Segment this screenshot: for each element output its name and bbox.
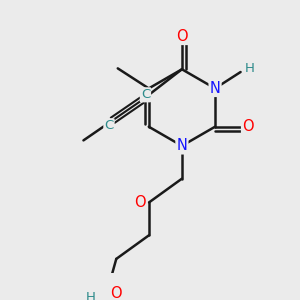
Text: H: H: [245, 62, 255, 75]
Text: C: C: [141, 88, 150, 101]
Text: C: C: [104, 119, 114, 132]
Text: O: O: [176, 29, 188, 44]
Text: N: N: [176, 138, 187, 153]
Text: O: O: [242, 119, 254, 134]
Text: O: O: [134, 195, 146, 210]
Text: H: H: [86, 291, 96, 300]
Text: N: N: [210, 81, 220, 96]
Text: O: O: [110, 286, 122, 300]
